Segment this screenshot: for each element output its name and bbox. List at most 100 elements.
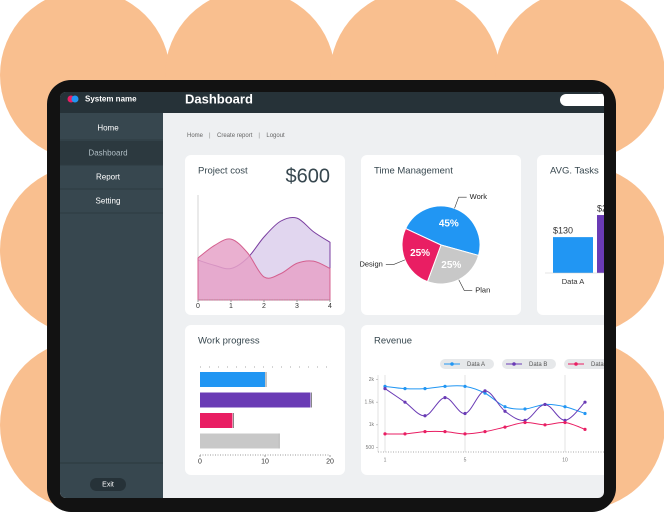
card: Time Management 45% Work 25% Plan 25% Design xyxy=(359,155,521,315)
legend-item[interactable] xyxy=(440,359,494,369)
point xyxy=(483,391,487,395)
cards: Project cost $600 0 1 2 3 4 Time Management 45% W… xyxy=(185,155,618,475)
y-tick-label: 1.5k xyxy=(365,400,375,406)
point xyxy=(403,432,407,436)
point xyxy=(543,423,547,427)
bar xyxy=(200,372,265,387)
card: Work progress 0 10 20 xyxy=(185,325,345,475)
menu-item[interactable]: Home xyxy=(97,124,119,133)
y-tick-label: 1k xyxy=(369,422,375,428)
point xyxy=(503,409,507,413)
point xyxy=(443,430,447,434)
exit-button[interactable] xyxy=(90,478,126,491)
exit-label[interactable]: Exit xyxy=(102,481,114,488)
x-tick-label: 4 xyxy=(328,303,332,310)
search-box[interactable] xyxy=(560,94,620,106)
x-tick-label: 3 xyxy=(295,303,299,310)
card-title: Revenue xyxy=(374,336,412,347)
pie-value: 25% xyxy=(441,260,461,271)
x-tick-label: 1 xyxy=(229,303,233,310)
point xyxy=(543,402,547,407)
point xyxy=(583,427,587,431)
point xyxy=(463,411,467,416)
bar xyxy=(597,215,604,273)
breadcrumb-link[interactable]: Home xyxy=(187,133,204,139)
point xyxy=(583,411,587,416)
page-title: Dashboard xyxy=(185,91,253,106)
point xyxy=(423,430,427,434)
card-title: AVG. Tasks xyxy=(550,166,599,177)
menu-item[interactable]: Setting xyxy=(96,197,121,206)
menu-item[interactable]: Dashboard xyxy=(88,149,127,158)
breadcrumb-separator: | xyxy=(209,133,211,139)
x-tick-label: 0 xyxy=(198,458,202,465)
point xyxy=(423,414,427,418)
breadcrumb: Home | Create report | Logout xyxy=(187,133,285,139)
pie-value: 25% xyxy=(410,248,430,259)
point xyxy=(483,389,487,393)
point xyxy=(423,386,427,391)
leader-line xyxy=(385,259,406,265)
point xyxy=(523,418,527,422)
bar-label: $210 xyxy=(597,203,617,213)
pie-slice xyxy=(426,244,480,285)
point xyxy=(463,432,467,436)
point xyxy=(583,400,587,404)
legend-item[interactable] xyxy=(502,359,556,369)
pie-label: Design xyxy=(359,259,382,268)
point xyxy=(523,407,527,411)
y-tick-label: 500 xyxy=(366,445,375,451)
bar xyxy=(200,392,311,408)
x-tick-label: 10 xyxy=(562,457,568,463)
point xyxy=(563,405,567,409)
point xyxy=(523,420,527,425)
pie-label: Work xyxy=(470,192,488,201)
menu: Home Dashboard Report Setting xyxy=(60,124,163,214)
point xyxy=(483,430,487,434)
bar xyxy=(200,433,278,449)
card: AVG. Tasks $130 $210 Data A xyxy=(537,155,617,315)
card-bg xyxy=(361,325,604,475)
card-title: Project cost xyxy=(198,166,248,177)
point xyxy=(503,405,507,409)
legend-label[interactable]: Data C xyxy=(591,362,610,368)
card: Revenue Data A Data B Data C 2k 1.5k 1k 500 1 5 10 xyxy=(361,325,618,475)
legend-label[interactable]: Data A xyxy=(467,362,485,368)
breadcrumb-link[interactable]: Create report xyxy=(217,133,253,139)
legend-dot xyxy=(450,362,454,366)
menu-item[interactable]: Report xyxy=(96,173,121,182)
legend-dot xyxy=(512,362,516,366)
pie-slice xyxy=(404,205,481,257)
point xyxy=(383,432,387,436)
x-tick-label: 0 xyxy=(196,303,200,310)
legend-dot xyxy=(574,362,578,366)
point xyxy=(563,420,567,425)
x-tick-label: 1 xyxy=(384,457,387,463)
system-name: System name xyxy=(85,95,137,104)
screen: System name Dashboard Exit Home Dashboard… xyxy=(60,91,620,498)
legend-label[interactable]: Data B xyxy=(529,362,547,368)
point xyxy=(403,400,407,404)
top-bar xyxy=(60,92,604,113)
x-tick-label: 10 xyxy=(261,458,269,465)
bar xyxy=(553,237,593,273)
leader-line xyxy=(458,279,473,291)
card-title: Time Management xyxy=(374,166,453,177)
legend-item[interactable] xyxy=(564,359,618,369)
x-tick-label: 5 xyxy=(464,457,467,463)
area xyxy=(197,238,331,301)
x-tick-label: Data A xyxy=(562,277,585,286)
point xyxy=(383,384,387,388)
card-total: $600 xyxy=(286,165,331,187)
point xyxy=(443,396,447,400)
point xyxy=(503,425,507,429)
pie-label: Plan xyxy=(475,285,490,294)
card-title: Work progress xyxy=(198,336,260,347)
y-tick-label: 2k xyxy=(369,377,375,383)
x-tick-label: 20 xyxy=(326,458,334,465)
card-bg xyxy=(537,155,604,315)
point xyxy=(383,386,387,391)
point xyxy=(403,386,407,391)
breadcrumb-link[interactable]: Logout xyxy=(266,133,285,139)
